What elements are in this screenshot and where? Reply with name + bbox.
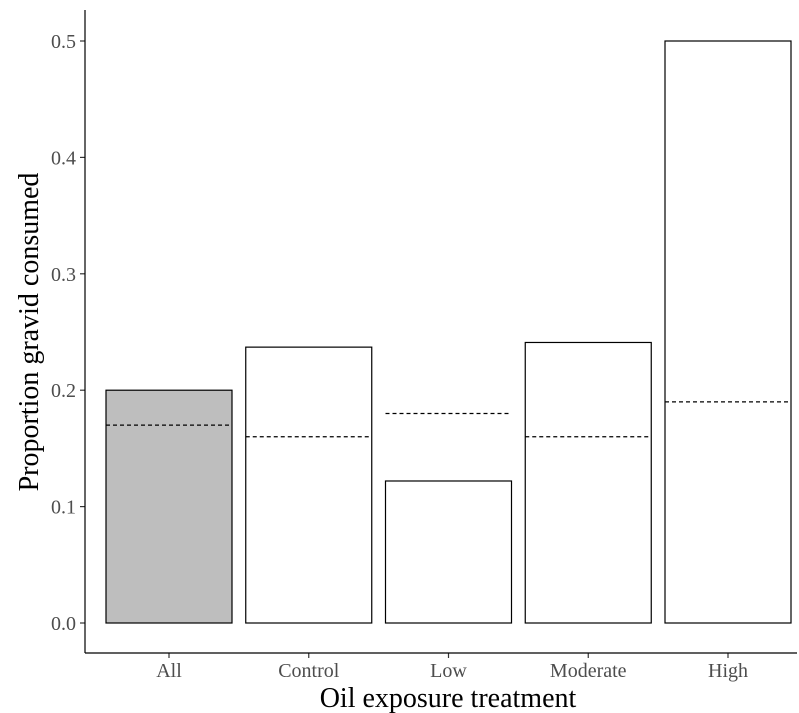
- bar-moderate: [524, 341, 652, 624]
- y-tick-label: 0.0: [51, 613, 76, 635]
- y-axis-ticks: 0.0 0.1 0.2 0.3 0.4 0.5: [51, 31, 85, 635]
- y-axis-title: Proportion gravid consumed: [14, 173, 45, 492]
- x-tick-label: Moderate: [550, 660, 627, 682]
- x-tick-label: All: [156, 660, 182, 682]
- bar-all: [105, 389, 233, 624]
- bar-control: [245, 346, 373, 624]
- x-tick-label: Low: [430, 660, 467, 682]
- bar-low: [384, 480, 513, 624]
- reference-lines: [106, 401, 791, 438]
- y-tick-label: 0.1: [51, 497, 76, 519]
- x-tick-label: High: [708, 660, 748, 682]
- y-tick-label: 0.3: [51, 264, 76, 286]
- x-axis-ticks: All Control Low Moderate High: [156, 653, 748, 682]
- y-tick-label: 0.4: [51, 147, 76, 169]
- bar-high: [664, 40, 792, 624]
- x-axis-title: Oil exposure treatment: [320, 683, 577, 713]
- x-tick-label: Control: [278, 660, 340, 682]
- y-tick-label: 0.2: [51, 380, 76, 402]
- bars: [105, 40, 792, 624]
- plot-area: 0.0 0.1 0.2 0.3 0.4 0.5 All Control Low Moderate…: [51, 10, 797, 682]
- y-tick-label: 0.5: [51, 31, 76, 53]
